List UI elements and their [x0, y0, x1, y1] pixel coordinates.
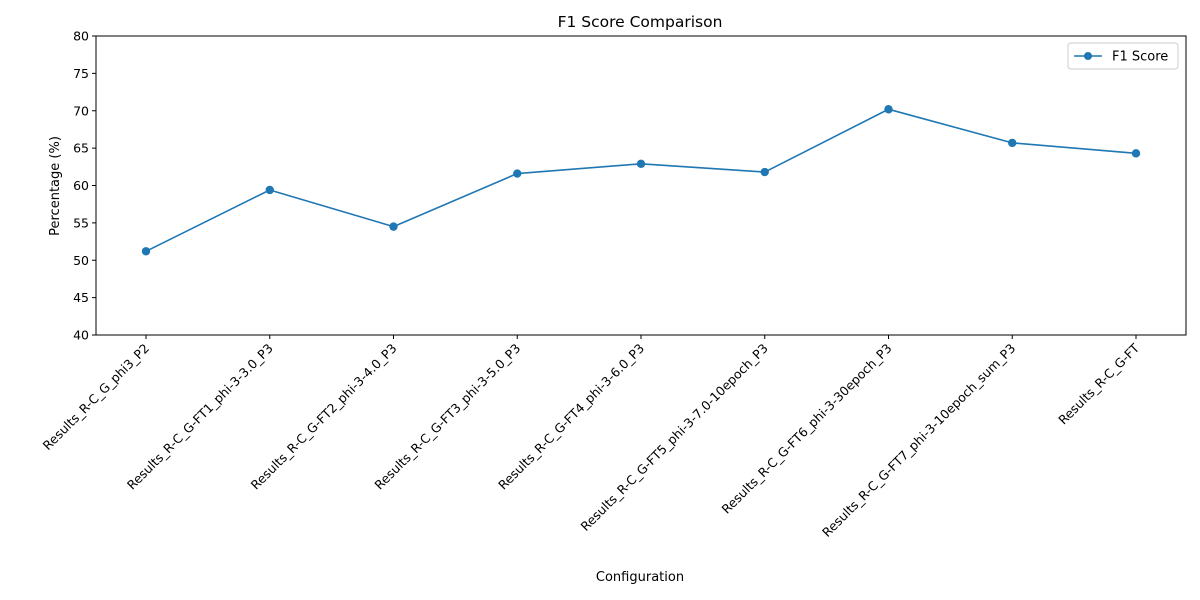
x-tick-label: Results_R-C_G-FT [1055, 340, 1142, 427]
y-tick-label: 60 [73, 178, 89, 193]
legend: F1 Score [1067, 42, 1179, 70]
y-tick-label: 50 [73, 253, 89, 268]
data-point [389, 222, 398, 231]
data-point [884, 105, 893, 114]
chart-title: F1 Score Comparison [558, 13, 723, 31]
data-point [265, 185, 274, 195]
data-point [1131, 149, 1141, 158]
data-point [760, 167, 769, 177]
y-tick-label: 55 [73, 215, 89, 230]
data-point [141, 247, 151, 256]
y-tick-label: 65 [73, 141, 89, 156]
x-axis-label: Configuration [596, 570, 684, 585]
y-tick-label: 70 [73, 103, 89, 118]
series-line-f1-score [145, 108, 1137, 252]
x-axis: Results_R-C_G_phi3_P2Results_R-C_G-FT1_p… [40, 335, 1142, 540]
data-point [513, 169, 522, 178]
x-tick-label: Results_R-C_G-FT3_phi-3-5.0_P3 [371, 341, 523, 493]
x-tick-label: Results_R-C_G-FT7_phi-3-10epoch_sum_P3 [819, 341, 1018, 540]
y-tick-label: 45 [73, 290, 89, 305]
y-tick-label: 75 [73, 66, 89, 81]
legend-marker-swatch [1084, 52, 1092, 60]
legend-label: F1 Score [1112, 50, 1168, 65]
x-tick-label: Results_R-C_G-FT4_phi-3-6.0_P3 [495, 341, 647, 493]
y-axis: 40 45 50 55 60 65 70 75 80 [73, 29, 96, 343]
y-tick-label: 40 [73, 328, 89, 343]
x-tick-label: Results_R-C_G-FT2_phi-3-4.0_P3 [248, 341, 400, 493]
data-point [636, 159, 646, 169]
x-tick-label: Results_R-C_G-FT1_phi-3-3.0_P3 [124, 341, 276, 493]
plot-frame [95, 35, 1187, 336]
data-point [1008, 138, 1017, 148]
series-layer [141, 105, 1141, 256]
y-axis-label: Percentage (%) [48, 136, 63, 236]
legend-box [1067, 42, 1179, 70]
x-tick-label: Results_R-C_G_phi3_P2 [40, 341, 152, 453]
y-tick-label: 80 [73, 29, 89, 44]
